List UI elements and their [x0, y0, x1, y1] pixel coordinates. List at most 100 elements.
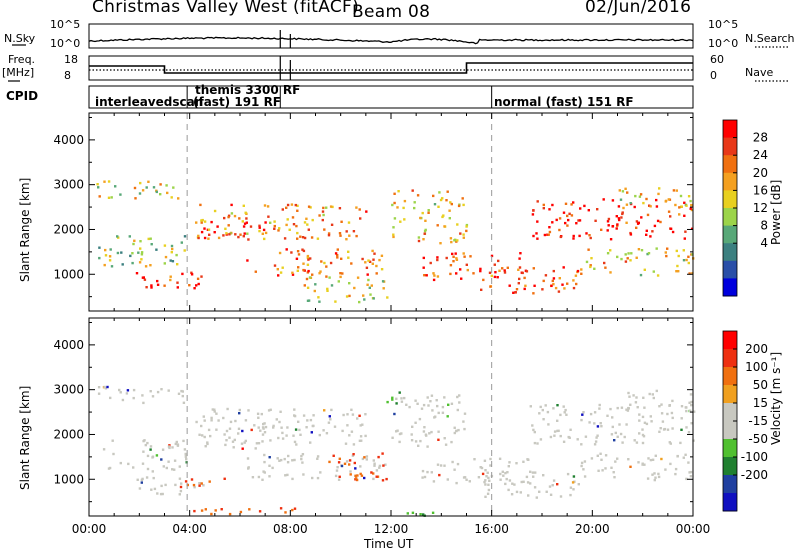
scatter-cell: [645, 197, 648, 201]
scatter-cell: [427, 211, 430, 214]
scatter-cell: [430, 430, 433, 434]
scatter-cell: [417, 236, 421, 239]
scatter-cell: [227, 215, 230, 219]
scatter-cell: [380, 268, 384, 271]
scatter-cell: [551, 203, 554, 207]
scatter-cell: [310, 431, 313, 434]
scatter-cell: [529, 470, 532, 473]
scatter-cell: [215, 412, 218, 415]
scatter-cell: [325, 275, 328, 278]
scatter-cell: [449, 264, 453, 267]
scatter-cell: [126, 389, 130, 392]
scatter-cell: [285, 434, 288, 437]
scatter-cell: [606, 229, 609, 232]
colorbar-tick-label: 16: [753, 183, 768, 197]
scatter-cell: [292, 223, 296, 226]
scatter-cell: [301, 248, 304, 251]
scatter-cell: [359, 435, 363, 438]
scatter-cell: [314, 283, 317, 286]
scatter-cell: [308, 276, 312, 279]
scatter-cell: [546, 233, 549, 236]
scatter-cell: [527, 458, 530, 461]
scatter-cell: [178, 493, 181, 496]
scatter-cell: [190, 273, 194, 276]
scatter-cell: [342, 413, 345, 417]
scatter-cell: [372, 477, 375, 481]
scatter-cell: [613, 476, 616, 479]
scatter-cell: [460, 277, 463, 280]
scatter-cell: [365, 458, 368, 461]
scatter-cell: [350, 408, 353, 411]
scatter-cell: [345, 295, 349, 298]
scatter-cell: [432, 272, 435, 275]
scatter-cell: [176, 286, 179, 289]
scatter-cell: [199, 203, 202, 207]
scatter-cell: [334, 474, 338, 478]
scatter-cell: [423, 475, 427, 479]
scatter-cell: [159, 193, 162, 196]
scatter-cell: [309, 441, 312, 444]
scatter-cell: [536, 442, 539, 445]
scatter-cell: [193, 509, 196, 513]
scatter-cell: [159, 183, 162, 186]
ytick-label: 2000: [53, 427, 84, 441]
scatter-cell: [638, 195, 642, 198]
scatter-cell: [284, 511, 287, 514]
scatter-cell: [332, 454, 335, 457]
scatter-cell: [593, 411, 597, 414]
scatter-cell: [621, 441, 624, 444]
scatter-cell: [121, 398, 125, 402]
scatter-cell: [150, 243, 153, 246]
xtick-label: 16:00: [474, 522, 509, 536]
scatter-cell: [458, 401, 461, 404]
colorbar-tick-label: 4: [760, 236, 768, 250]
scatter-cell: [661, 420, 665, 423]
scatter-cell: [588, 421, 591, 424]
scatter-cell: [556, 483, 559, 486]
ytick-label: 4000: [53, 133, 84, 147]
scatter-cell: [305, 426, 308, 429]
scatter-cell: [213, 209, 217, 213]
scatter-cell: [408, 405, 411, 409]
scatter-cell: [439, 242, 442, 245]
scatter-cell: [364, 434, 367, 438]
scatter-cell: [680, 417, 683, 420]
scatter-cell: [326, 287, 329, 291]
scatter-cell: [455, 257, 458, 260]
scatter-cell: [432, 278, 436, 282]
scatter-cell: [227, 224, 230, 227]
scatter-cell: [426, 445, 429, 448]
scatter-cell: [372, 459, 375, 462]
colorbar-tick-label: 28: [753, 131, 768, 145]
scatter-cell: [215, 428, 218, 431]
scatter-cell: [320, 260, 323, 263]
power-scatter: [96, 180, 695, 304]
scatter-cell: [138, 192, 142, 195]
xtick-label: 12:00: [374, 522, 409, 536]
scatter-cell: [444, 443, 448, 446]
scatter-cell: [513, 483, 516, 486]
scatter-cell: [669, 227, 673, 230]
scatter-cell: [261, 440, 264, 443]
scatter-cell: [655, 389, 658, 393]
scatter-cell: [598, 403, 601, 407]
scatter-cell: [480, 466, 484, 470]
scatter-cell: [518, 277, 521, 281]
scatter-cell: [200, 219, 203, 222]
scatter-cell: [140, 481, 143, 484]
scatter-cell: [675, 270, 678, 273]
scatter-cell: [548, 226, 551, 229]
scatter-cell: [163, 284, 166, 287]
scatter-cell: [242, 204, 245, 207]
scatter-cell: [112, 452, 115, 456]
colorbar-segment: [723, 493, 737, 512]
scatter-cell: [312, 414, 315, 417]
scatter-cell: [263, 204, 267, 207]
colorbar-segment: [723, 278, 737, 297]
scatter-cell: [569, 486, 573, 489]
xtick-label: 08:00: [273, 522, 308, 536]
scatter-cell: [569, 428, 572, 431]
scatter-cell: [567, 218, 570, 222]
scatter-cell: [347, 256, 350, 259]
scatter-cell: [577, 483, 580, 486]
